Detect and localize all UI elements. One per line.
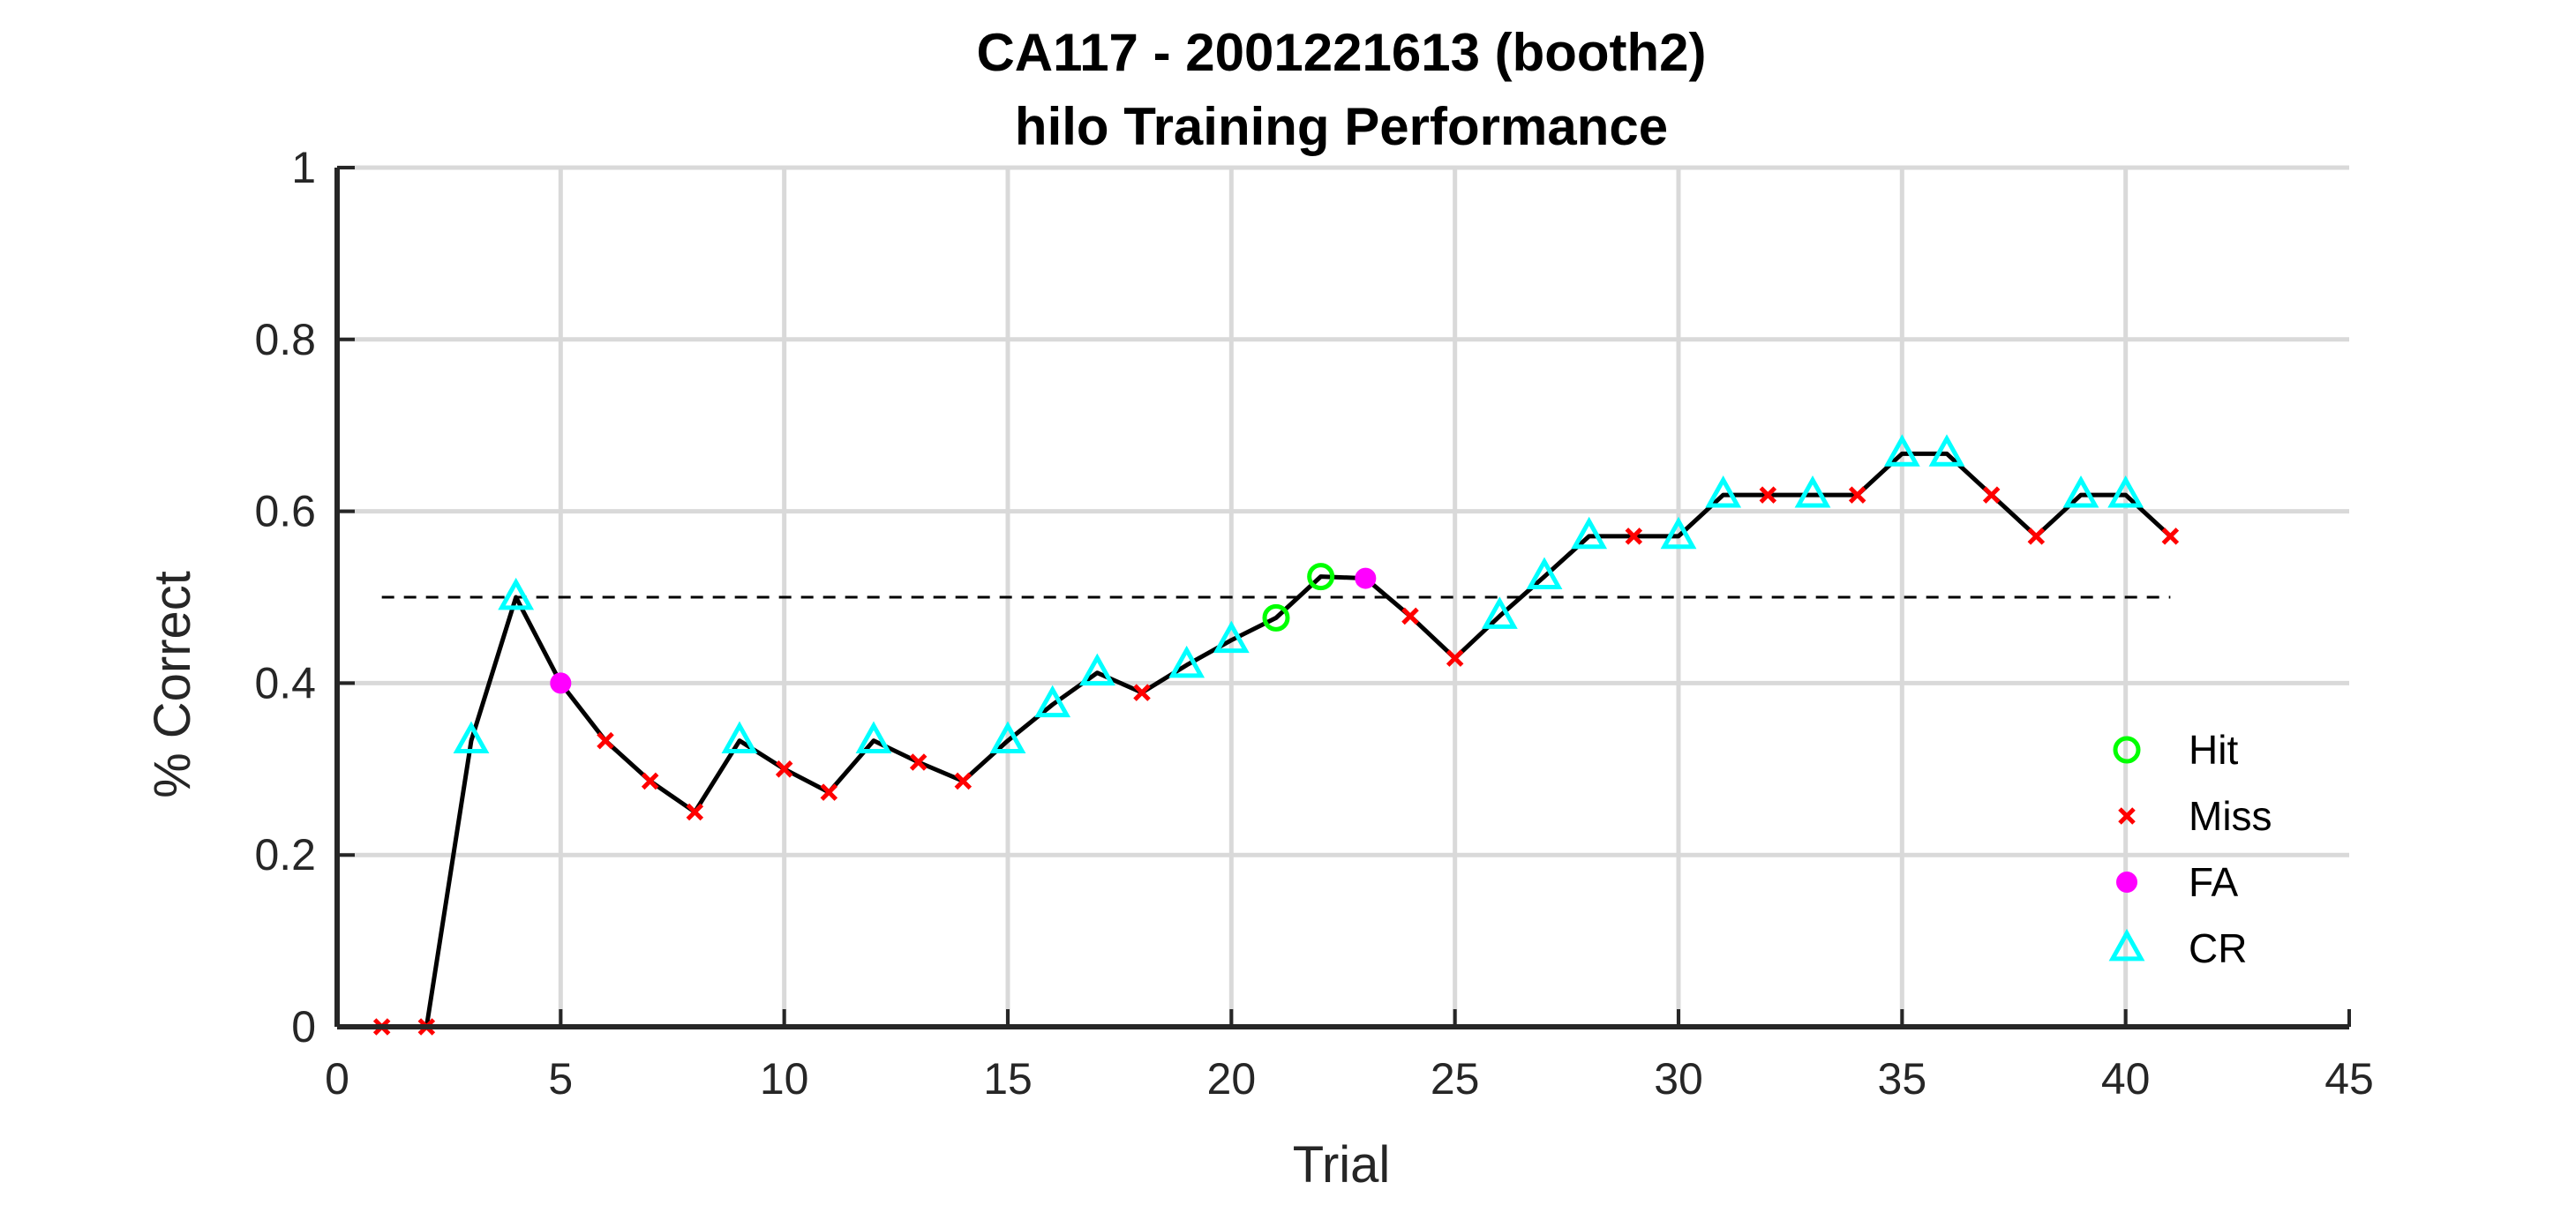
x-tick-label: 30 xyxy=(1654,1054,1703,1104)
legend-marker-hit xyxy=(2113,736,2141,764)
x-tick-label: 0 xyxy=(325,1054,349,1104)
data-point-cr xyxy=(989,721,1026,754)
data-point-cr xyxy=(1794,475,1831,508)
data-point-miss xyxy=(954,772,973,790)
data-point-cr xyxy=(453,721,490,754)
y-tick-label: 0.8 xyxy=(254,315,316,364)
y-tick-labels: 0 0.2 0.4 0.6 0.8 1 xyxy=(254,143,316,1052)
data-point-miss xyxy=(2161,528,2180,545)
y-tick-label: 0.2 xyxy=(254,830,316,879)
data-point-fa xyxy=(550,672,572,694)
data-point-miss xyxy=(686,803,704,821)
data-point-cr xyxy=(721,721,758,754)
chart-subtitle: hilo Training Performance xyxy=(1015,97,1668,156)
performance-line xyxy=(381,451,2173,1029)
y-tick-label: 0 xyxy=(291,1002,316,1052)
y-axis-label: % Correct xyxy=(144,571,201,798)
data-point-cr xyxy=(1078,653,1115,686)
data-point-miss xyxy=(1625,528,1643,545)
data-point-miss xyxy=(641,772,659,790)
x-tick-label: 40 xyxy=(2101,1054,2151,1104)
x-tick-label: 20 xyxy=(1207,1054,1257,1104)
legend-label-cr: CR xyxy=(2189,925,2247,971)
data-point-hit xyxy=(1307,563,1335,591)
data-point-cr xyxy=(855,721,892,754)
data-point-miss xyxy=(1759,486,1777,504)
x-tick-label: 25 xyxy=(1431,1054,1480,1104)
data-point-miss xyxy=(1446,649,1464,667)
data-point-cr xyxy=(1571,516,1608,550)
legend-marker-cr xyxy=(2108,928,2145,962)
grid xyxy=(337,165,2349,1027)
data-point-cr xyxy=(1660,516,1697,550)
trial-markers xyxy=(372,434,2180,1036)
data-point-miss xyxy=(1133,684,1151,701)
data-point-miss xyxy=(1982,486,2001,504)
data-point-cr xyxy=(498,577,535,610)
legend-marker-miss xyxy=(2118,807,2136,825)
data-point-miss xyxy=(775,760,793,778)
data-point-cr xyxy=(1883,434,1920,467)
x-tick-labels: 0 5 10 15 20 25 30 35 40 45 xyxy=(325,1054,2374,1104)
legend: Hit Miss FA CR xyxy=(2108,727,2272,971)
x-tick-label: 10 xyxy=(760,1054,809,1104)
y-tick-label: 0.6 xyxy=(254,487,316,536)
data-point-miss xyxy=(2027,528,2046,545)
data-point-miss xyxy=(820,783,838,801)
data-point-miss xyxy=(1848,486,1866,504)
x-tick-label: 45 xyxy=(2324,1054,2374,1104)
data-point-fa xyxy=(1355,567,1377,589)
data-point-cr xyxy=(1526,557,1563,590)
data-point-cr xyxy=(1928,434,1965,467)
data-point-miss xyxy=(909,753,928,771)
data-point-cr xyxy=(1168,645,1205,678)
axes xyxy=(334,166,2351,1029)
chart-title: CA117 - 2001221613 (booth2) xyxy=(976,23,1706,82)
data-point-cr xyxy=(1034,685,1071,718)
data-point-miss xyxy=(597,731,614,750)
legend-marker-fa xyxy=(2116,872,2137,893)
data-point-cr xyxy=(1213,620,1250,654)
x-axis-label: Trial xyxy=(1293,1136,1391,1194)
data-point-cr xyxy=(1705,475,1742,508)
y-tick-label: 1 xyxy=(291,143,316,192)
legend-label-miss: Miss xyxy=(2189,793,2272,839)
data-point-cr xyxy=(2107,475,2144,508)
legend-label-hit: Hit xyxy=(2189,727,2238,773)
data-point-cr xyxy=(1481,596,1518,629)
data-point-cr xyxy=(2062,475,2099,508)
y-tick-label: 0.4 xyxy=(254,658,316,707)
x-tick-label: 15 xyxy=(983,1054,1033,1104)
legend-label-fa: FA xyxy=(2189,859,2239,905)
data-point-hit xyxy=(1262,603,1290,632)
x-tick-label: 35 xyxy=(1878,1054,1927,1104)
x-tick-label: 5 xyxy=(548,1054,573,1104)
data-point-miss xyxy=(1401,607,1419,625)
